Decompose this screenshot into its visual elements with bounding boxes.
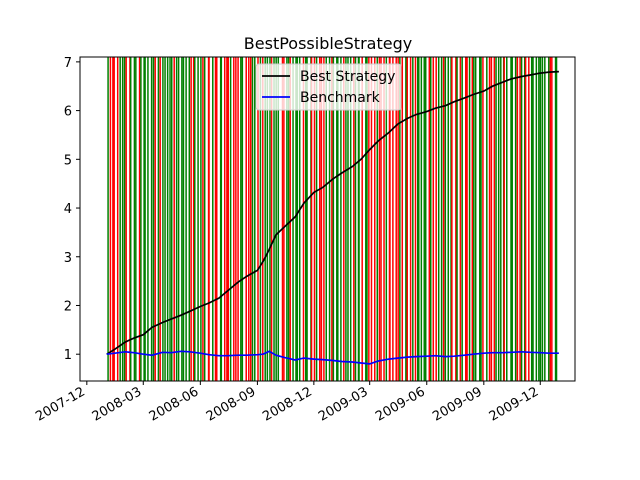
y-tick-label: 5 [64,153,72,168]
chart-title: BestPossibleStrategy [244,34,412,53]
y-tick-label: 2 [64,299,72,314]
legend-box [255,63,402,111]
legend-label-best-strategy: Best Strategy [300,69,395,85]
x-tick-label: 2009-09 [430,384,485,424]
legend: Best Strategy Benchmark [255,63,402,111]
series-line-benchmark [106,350,559,365]
legend-label-benchmark: Benchmark [300,90,381,106]
y-tick-label: 6 [64,105,72,120]
y-tick-label: 1 [64,348,72,363]
x-tick-label: 2009-12 [487,384,542,424]
x-tick-label: 2009-03 [316,384,371,424]
x-tick-label: 2008-03 [90,384,145,424]
series-line-best-strategy [106,70,559,355]
x-axis: 2007-12 2008-03 2008-06 2008-09 2008-12 2009-… [33,381,541,425]
y-tick-label: 7 [64,56,72,71]
y-tick-label: 4 [64,202,72,217]
y-tick-label: 3 [64,251,72,266]
y-axis: 1 2 3 4 5 6 7 [64,56,80,363]
plot-area [106,57,559,381]
x-tick-label: 2008-06 [147,384,202,424]
trade-markers [107,57,558,381]
x-tick-label: 2008-12 [260,384,315,424]
series-lines [106,70,559,365]
x-tick-label: 2008-09 [204,384,259,424]
plot-frame [79,56,576,382]
x-tick-label: 2007-12 [33,384,88,424]
x-tick-label: 2009-06 [373,384,428,424]
